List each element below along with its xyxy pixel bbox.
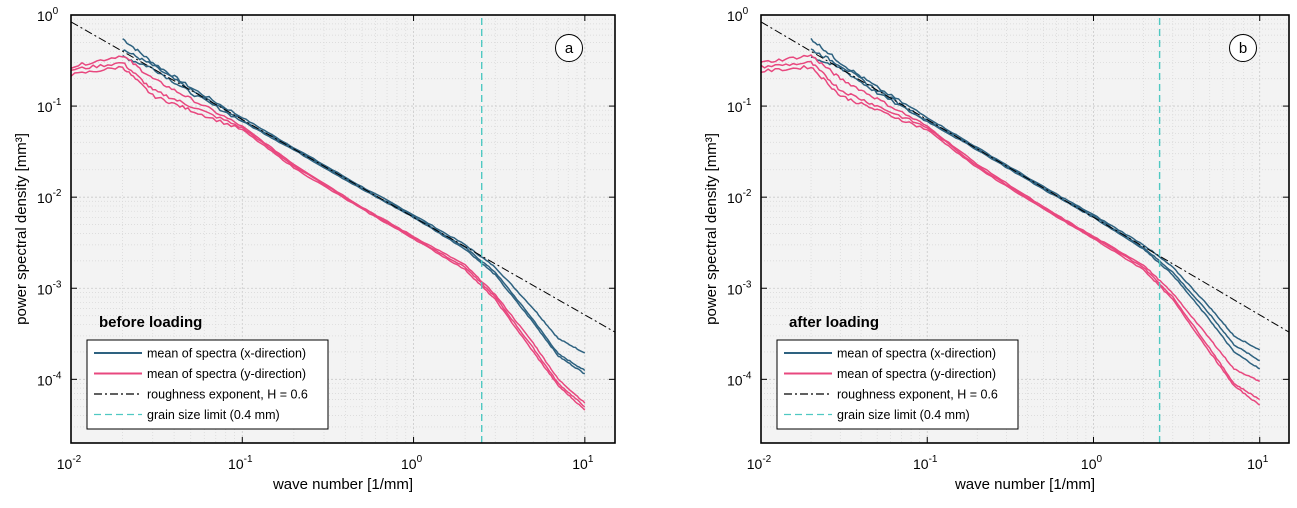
axes-frame (760, 14, 1290, 444)
x-tick-label: 10-2 (57, 454, 82, 472)
y-tick-label: 10-2 (37, 188, 62, 206)
y-tick-label: 10-2 (727, 188, 752, 206)
y-tick-label: 10-1 (37, 97, 62, 115)
x-tick-exponent: 1 (1263, 454, 1269, 465)
panel-label-circle (1229, 34, 1257, 62)
y-tick-exponent: -1 (53, 97, 62, 108)
x-tick-label: 10-2 (747, 454, 772, 472)
panel-label: b (1239, 40, 1247, 57)
x-tick-base: 10 (572, 456, 588, 472)
series-line-y-direction (761, 54, 1261, 383)
x-tick-base: 10 (228, 456, 244, 472)
y-tick-exponent: -2 (53, 188, 62, 199)
x-tick-exponent: -1 (244, 454, 253, 465)
x-tick-label: 10-1 (228, 454, 253, 472)
y-tick-label: 10-3 (727, 279, 752, 297)
legend-label: mean of spectra (y-direction) (837, 367, 996, 381)
y-tick-label: 10-1 (727, 97, 752, 115)
x-tick-base: 10 (401, 456, 417, 472)
legend-label: grain size limit (0.4 mm) (147, 408, 280, 422)
x-tick-label: 100 (1081, 454, 1103, 472)
x-tick-exponent: 0 (1096, 454, 1102, 465)
condition-label: before loading (99, 314, 202, 331)
x-tick-base: 10 (1081, 456, 1097, 472)
legend-label: mean of spectra (x-direction) (147, 347, 306, 361)
series-line-x-direction (122, 54, 586, 375)
x-tick-exponent: -1 (929, 454, 938, 465)
legend: mean of spectra (x-direction) mean of spe… (776, 339, 1019, 430)
x-tick-base: 10 (57, 456, 73, 472)
x-tick-exponent: 1 (588, 454, 594, 465)
y-tick-exponent: -4 (53, 370, 62, 381)
y-tick-exponent: -3 (53, 279, 62, 290)
x-axis-label: wave number [1/mm] (954, 476, 1095, 493)
series-line-roughness (761, 21, 1289, 333)
x-tick-label: 101 (572, 454, 594, 472)
y-tick-exponent: -4 (743, 370, 752, 381)
legend-label: mean of spectra (y-direction) (147, 367, 306, 381)
legend-label: roughness exponent, H = 0.6 (147, 388, 308, 402)
series-line-x-direction (810, 37, 1261, 351)
y-tick-label: 100 (37, 6, 59, 24)
series-line-y-direction (761, 64, 1261, 406)
y-tick-label: 10-4 (37, 370, 62, 388)
x-tick-label: 10-1 (913, 454, 938, 472)
y-tick-label: 100 (727, 6, 749, 24)
axes-frame (70, 14, 616, 444)
x-tick-base: 10 (913, 456, 929, 472)
panel-label-circle (555, 34, 583, 62)
y-tick-label: 10-4 (727, 370, 752, 388)
y-tick-base: 10 (37, 8, 53, 24)
y-tick-exponent: -2 (743, 188, 752, 199)
panel-label: a (565, 40, 574, 57)
series-line-x-direction (122, 49, 586, 372)
legend-label: roughness exponent, H = 0.6 (837, 388, 998, 402)
x-tick-base: 10 (747, 456, 763, 472)
y-tick-base: 10 (37, 99, 53, 115)
y-axis-label: power spectral density [mm³] (703, 133, 720, 325)
y-tick-base: 10 (727, 8, 743, 24)
series-group (761, 15, 1289, 443)
y-tick-exponent: 0 (743, 6, 749, 17)
y-tick-base: 10 (37, 281, 53, 297)
x-tick-exponent: 0 (417, 454, 423, 465)
x-tick-base: 10 (1247, 456, 1263, 472)
series-line-x-direction (122, 38, 586, 354)
y-axis-label: power spectral density [mm³] (13, 133, 30, 325)
y-tick-exponent: -1 (743, 97, 752, 108)
y-tick-base: 10 (727, 281, 743, 297)
legend-label: mean of spectra (x-direction) (837, 347, 996, 361)
x-tick-label: 100 (401, 454, 423, 472)
x-axis-label: wave number [1/mm] (272, 476, 413, 493)
y-tick-base: 10 (727, 99, 743, 115)
x-tick-exponent: -2 (72, 454, 81, 465)
series-line-y-direction (71, 65, 586, 411)
y-tick-base: 10 (727, 190, 743, 206)
y-tick-base: 10 (37, 372, 53, 388)
y-tick-base: 10 (37, 190, 53, 206)
legend-label: grain size limit (0.4 mm) (837, 408, 970, 422)
y-tick-exponent: 0 (53, 6, 59, 17)
x-tick-label: 101 (1247, 454, 1269, 472)
x-tick-exponent: -2 (762, 454, 771, 465)
y-tick-label: 10-3 (37, 279, 62, 297)
legend: mean of spectra (x-direction) mean of spe… (86, 339, 329, 430)
series-group (71, 15, 615, 443)
y-tick-exponent: -3 (743, 279, 752, 290)
condition-label: after loading (789, 314, 879, 331)
y-tick-base: 10 (727, 372, 743, 388)
